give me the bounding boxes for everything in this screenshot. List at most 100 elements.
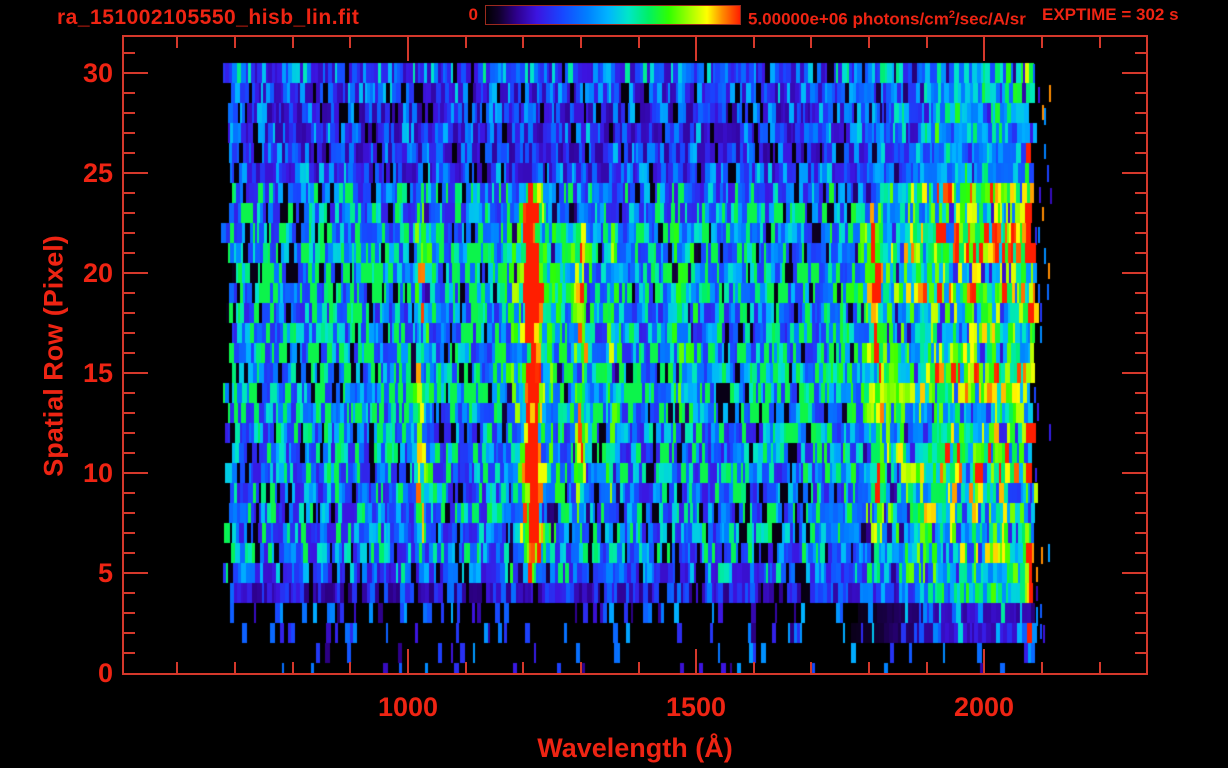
tick-mark [1135, 352, 1146, 354]
exptime-label: EXPTIME = 302 s [1042, 5, 1179, 24]
tick-mark [1135, 192, 1146, 194]
tick-mark [124, 272, 148, 274]
tick-mark [1135, 312, 1146, 314]
tick-mark [465, 662, 467, 673]
filename-title: ra_151002105550_hisb_lin.fit [57, 6, 360, 29]
tick-mark [1135, 512, 1146, 514]
tick-mark [580, 662, 582, 673]
tick-mark [124, 472, 148, 474]
tick-mark [1135, 292, 1146, 294]
tick-mark [124, 112, 135, 114]
tick-mark [1041, 37, 1043, 48]
tick-mark [1135, 612, 1146, 614]
tick-mark [1135, 52, 1146, 54]
tick-mark [1135, 552, 1146, 554]
y-tick-label: 10 [82, 458, 113, 488]
tick-mark [124, 432, 135, 434]
tick-mark [638, 662, 640, 673]
tick-mark [124, 552, 135, 554]
x-axis-title: Wavelength (Å) [537, 733, 733, 763]
tick-mark [349, 662, 351, 673]
tick-mark [1122, 72, 1146, 74]
tick-mark [234, 662, 236, 673]
tick-mark [1041, 662, 1043, 673]
tick-mark [1135, 392, 1146, 394]
x-tick-label: 2000 [953, 692, 1015, 722]
y-tick-label: 30 [82, 58, 113, 88]
tick-mark [292, 662, 294, 673]
tick-mark [124, 452, 135, 454]
tick-mark [1122, 572, 1146, 574]
tick-mark [124, 652, 135, 654]
colorbar-units-pre: photons/cm [847, 9, 949, 29]
tick-mark [124, 72, 148, 74]
tick-mark [695, 649, 697, 673]
tick-mark [983, 37, 985, 61]
tick-mark [753, 662, 755, 673]
tick-mark [1135, 452, 1146, 454]
tick-mark [124, 492, 135, 494]
tick-mark [1135, 632, 1146, 634]
tick-mark [810, 662, 812, 673]
tick-mark [1135, 212, 1146, 214]
tick-mark [1135, 532, 1146, 534]
x-tick-label: 1000 [377, 692, 439, 722]
tick-mark [522, 37, 524, 48]
tick-mark [124, 372, 148, 374]
x-tick-label: 1500 [665, 692, 727, 722]
tick-mark [465, 37, 467, 48]
tick-mark [1135, 132, 1146, 134]
tick-mark [983, 649, 985, 673]
tick-mark [349, 37, 351, 48]
tick-mark [124, 292, 135, 294]
tick-mark [926, 662, 928, 673]
tick-mark [124, 252, 135, 254]
tick-mark [124, 632, 135, 634]
tick-mark [522, 662, 524, 673]
tick-mark [124, 52, 135, 54]
tick-mark [124, 132, 135, 134]
tick-mark [1135, 412, 1146, 414]
y-tick-label: 25 [82, 158, 113, 188]
tick-mark [176, 662, 178, 673]
tick-mark [124, 312, 135, 314]
plot-frame [122, 35, 1148, 675]
tick-mark [124, 232, 135, 234]
tick-mark [124, 392, 135, 394]
y-tick-label: 5 [97, 558, 113, 588]
tick-mark [124, 332, 135, 334]
tick-mark [407, 649, 409, 673]
spectral-heatmap [124, 37, 1146, 673]
tick-mark [1135, 332, 1146, 334]
colorbar-max-value: 5.00000e+06 [748, 9, 848, 29]
colorbar-units-sup: 2 [948, 9, 955, 21]
y-tick-label: 15 [82, 358, 113, 388]
tick-mark [1122, 472, 1146, 474]
tick-mark [1122, 272, 1146, 274]
colorbar-min-label: 0 [468, 5, 478, 24]
tick-mark [124, 572, 148, 574]
tick-mark [1135, 492, 1146, 494]
tick-mark [124, 412, 135, 414]
tick-mark [638, 37, 640, 48]
tick-mark [234, 37, 236, 48]
y-tick-label: 0 [97, 658, 113, 688]
tick-mark [124, 152, 135, 154]
tick-mark [695, 37, 697, 61]
tick-mark [124, 212, 135, 214]
tick-mark [1135, 92, 1146, 94]
tick-mark [292, 37, 294, 48]
tick-mark [1122, 372, 1146, 374]
tick-mark [124, 592, 135, 594]
tick-mark [1135, 252, 1146, 254]
tick-mark [868, 37, 870, 48]
tick-mark [124, 352, 135, 354]
tick-mark [753, 37, 755, 48]
tick-mark [1135, 152, 1146, 154]
tick-mark [124, 532, 135, 534]
tick-mark [580, 37, 582, 48]
tick-mark [1135, 432, 1146, 434]
colorbar-units-post: /sec/A/sr [954, 9, 1026, 29]
tick-mark [926, 37, 928, 48]
tick-mark [1099, 37, 1101, 48]
